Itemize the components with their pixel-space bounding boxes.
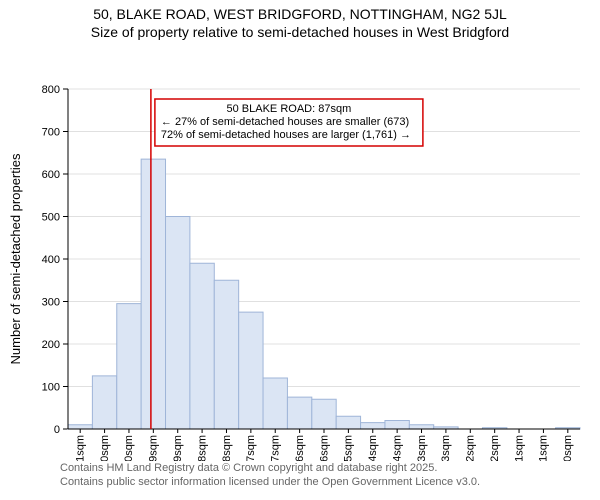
x-tick-label: 99sqm [172, 435, 184, 461]
histogram-bar [239, 312, 263, 429]
histogram-bar [68, 425, 92, 429]
svg-text:600: 600 [42, 169, 60, 181]
title-block: 50, BLAKE ROAD, WEST BRIDGFORD, NOTTINGH… [0, 0, 600, 41]
x-tick-label: 313sqm [440, 435, 452, 461]
svg-text:500: 500 [42, 212, 60, 224]
svg-text:800: 800 [42, 84, 60, 96]
y-axis-label: Number of semi-detached properties [8, 153, 23, 364]
histogram-bar [361, 423, 385, 429]
svg-text:100: 100 [42, 382, 60, 394]
svg-text:200: 200 [42, 339, 60, 351]
x-tick-label: 352sqm [489, 435, 501, 461]
histogram-bar [214, 280, 238, 429]
svg-text:300: 300 [42, 297, 60, 309]
annotation-line: 72% of semi-detached houses are larger (… [161, 129, 411, 141]
histogram-bar [141, 159, 165, 429]
x-tick-label: 254sqm [367, 435, 379, 461]
histogram-bar [385, 421, 409, 430]
svg-text:0: 0 [54, 424, 60, 436]
histogram-bar [166, 217, 190, 430]
svg-text:700: 700 [42, 127, 60, 139]
x-tick-label: 196sqm [294, 435, 306, 461]
x-tick-label: 138sqm [221, 435, 233, 461]
x-tick-label: 79sqm [148, 435, 160, 461]
histogram-chart: 0 100 200 300 400 500 600 700 800 21sqm 40sqm 60sqm… [0, 41, 600, 461]
x-tick-label: 21sqm [74, 435, 86, 461]
x-tick-label: 60sqm [123, 435, 135, 461]
histogram-bar [190, 263, 214, 429]
svg-text:400: 400 [42, 254, 60, 266]
x-tick-label: 410sqm [562, 435, 574, 461]
x-tick-label: 216sqm [318, 435, 330, 461]
x-tick-label: 391sqm [538, 435, 550, 461]
x-tick-label: 40sqm [99, 435, 111, 461]
title-line-1: 50, BLAKE ROAD, WEST BRIDGFORD, NOTTINGH… [0, 6, 600, 24]
footer-line-1: Contains HM Land Registry data © Crown c… [60, 461, 600, 475]
annotation-line: ← 27% of semi-detached houses are smalle… [161, 116, 409, 128]
x-tick-label: 274sqm [391, 435, 403, 461]
histogram-bar [312, 399, 336, 429]
histogram-bar [117, 304, 141, 429]
x-tick-label: 332sqm [465, 435, 477, 461]
x-tick-label: 177sqm [270, 435, 282, 461]
title-line-2: Size of property relative to semi-detach… [0, 24, 600, 42]
histogram-bar [409, 425, 433, 429]
histogram-bar [336, 416, 360, 429]
histogram-bar [287, 397, 311, 429]
x-tick-label: 118sqm [196, 435, 208, 461]
annotation-line: 50 BLAKE ROAD: 87sqm [227, 103, 352, 115]
x-tick-label: 235sqm [343, 435, 355, 461]
attribution-footer: Contains HM Land Registry data © Crown c… [0, 461, 600, 490]
histogram-bar [263, 378, 287, 429]
x-tick-label: 157sqm [245, 435, 257, 461]
histogram-bar [92, 376, 116, 429]
x-tick-label: 371sqm [513, 435, 525, 461]
footer-line-2: Contains public sector information licen… [60, 475, 600, 489]
x-tick-label: 293sqm [416, 435, 428, 461]
